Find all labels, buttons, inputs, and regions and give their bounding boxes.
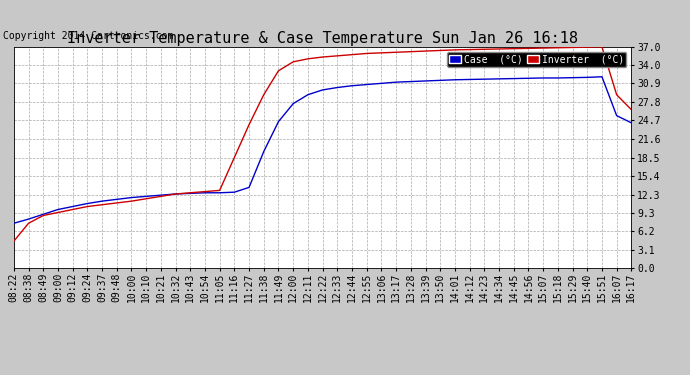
- Title: Inverter Temperature & Case Temperature Sun Jan 26 16:18: Inverter Temperature & Case Temperature …: [67, 31, 578, 46]
- Legend: Case  (°C), Inverter  (°C): Case (°C), Inverter (°C): [446, 52, 627, 67]
- Text: Copyright 2014 Cartronics.com: Copyright 2014 Cartronics.com: [3, 32, 174, 41]
